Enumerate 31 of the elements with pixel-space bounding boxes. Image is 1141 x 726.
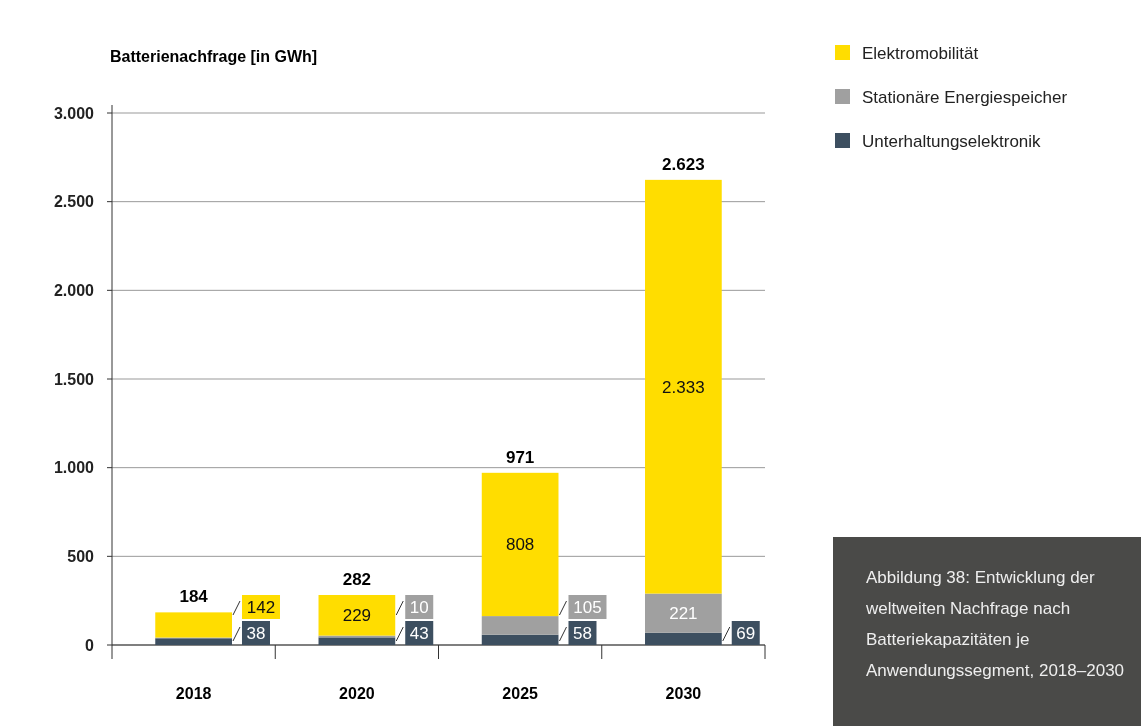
x-tick-label: 2025 <box>502 685 539 702</box>
legend-label: Unterhaltungselektronik <box>862 131 1042 151</box>
x-tick-label: 2030 <box>665 685 702 702</box>
data-label: 221 <box>669 604 698 624</box>
data-label: 105 <box>573 597 602 617</box>
y-tick-label: 1.500 <box>53 370 95 388</box>
legend-label: Stationäre Energiespeicher <box>862 87 1068 107</box>
y-tick-label: 0 <box>85 636 95 654</box>
y-tick-label: 3.000 <box>53 104 95 122</box>
total-label: 184 <box>179 587 209 607</box>
y-axis-title: Batterienachfrage [in GWh] <box>110 48 318 65</box>
x-tick-label: 2020 <box>339 685 375 702</box>
legend-label: Elektromobilität <box>862 43 979 63</box>
total-label: 971 <box>505 447 535 467</box>
data-label: 38 <box>246 623 266 643</box>
data-label: 229 <box>342 606 372 626</box>
text: Abbildung 38: Entwicklung der weltweiten Nachfrage nach Batteriekapazitäten je Anwendungssegment, 2018–2030 <box>865 568 1125 680</box>
x-tick-label: 2018 <box>175 685 212 702</box>
total-label: 282 <box>342 569 372 589</box>
data-label: 10 <box>409 597 429 617</box>
y-tick-label: 1.000 <box>53 459 95 477</box>
data-label: 43 <box>409 623 429 643</box>
data-label: 808 <box>505 535 535 555</box>
total-label: 2.623 <box>662 154 705 174</box>
data-label: 58 <box>573 623 592 643</box>
y-tick-label: 2.500 <box>53 193 95 211</box>
y-tick-label: 500 <box>67 547 95 565</box>
data-label: 2.333 <box>662 377 705 397</box>
y-tick-label: 2.000 <box>53 281 95 299</box>
data-label: 69 <box>736 623 756 643</box>
data-label: 142 <box>246 597 276 617</box>
